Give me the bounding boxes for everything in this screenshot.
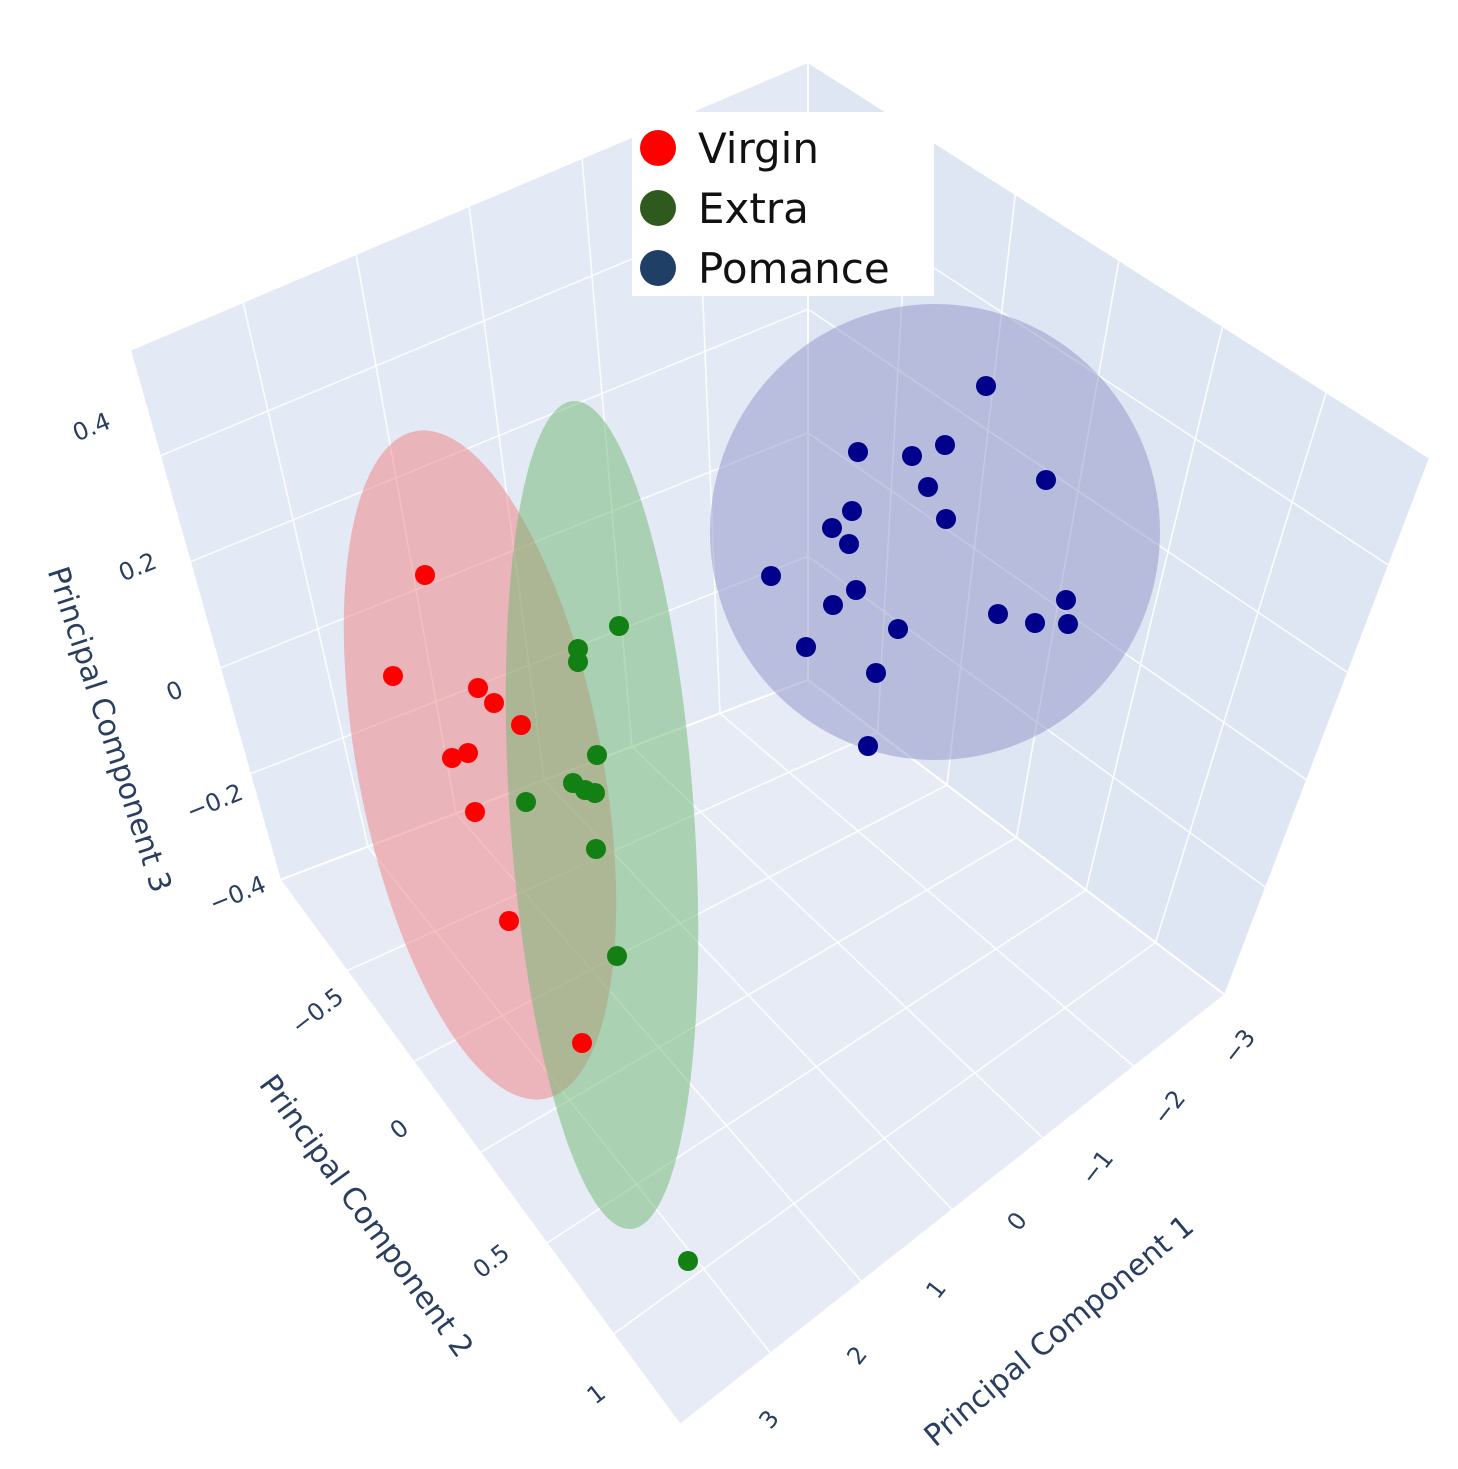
point-pomance (858, 736, 878, 756)
point-extra (586, 839, 606, 859)
point-virgin (511, 715, 531, 735)
point-extra (585, 783, 605, 803)
tick-label-pc1: 2 (841, 1341, 872, 1370)
tick-label-pc2: 0.5 (468, 1238, 515, 1284)
point-pomance (846, 580, 866, 600)
point-pomance (902, 446, 922, 466)
point-pomance (848, 442, 868, 462)
legend-label: Virgin (698, 123, 819, 173)
point-virgin (499, 911, 519, 931)
tick-label-pc1: 3 (753, 1405, 784, 1434)
tick-label-pc2: −0.5 (286, 982, 349, 1040)
grid-line (1154, 391, 1328, 943)
point-pomance (935, 435, 955, 455)
point-virgin (442, 748, 462, 768)
point-virgin (484, 693, 504, 713)
legend-marker (640, 250, 676, 286)
tick-label-pc2: 0 (385, 1113, 414, 1144)
point-pomance (936, 509, 956, 529)
point-virgin (458, 743, 478, 763)
point-pomance (1058, 614, 1078, 634)
legend-label: Pomance (698, 243, 890, 293)
legend-marker (640, 190, 676, 226)
cluster-ellipses (343, 304, 1160, 1230)
legend[interactable]: Virgin Extra Pomance (632, 112, 934, 296)
tick-label-pc1: 0 (1001, 1207, 1032, 1236)
tick-label-pc3: −0.2 (182, 778, 247, 826)
point-extra (678, 1251, 698, 1271)
tick-label-pc1: −1 (1075, 1145, 1119, 1190)
point-virgin (465, 802, 485, 822)
point-pomance (1036, 470, 1056, 490)
axis-title-pc3: Principal Component 3 (40, 563, 178, 897)
point-virgin (415, 565, 435, 585)
tick-label-pc3: 0.4 (69, 407, 115, 447)
point-pomance (888, 619, 908, 639)
grid-line (631, 746, 1044, 1139)
tick-label-pc1: −2 (1147, 1085, 1191, 1130)
point-pomance (839, 534, 859, 554)
tick-label-pc3: 0.2 (115, 547, 161, 587)
point-pomance (866, 663, 886, 683)
point-pomance (988, 604, 1008, 624)
point-pomance (1025, 613, 1045, 633)
legend-item-extra[interactable]: Extra (640, 178, 934, 238)
tick-label-pc1: 1 (920, 1275, 951, 1304)
grid-line (1085, 325, 1224, 891)
point-virgin (468, 678, 488, 698)
point-pomance (1056, 590, 1076, 610)
legend-item-virgin[interactable]: Virgin (640, 118, 934, 178)
ellipse-extra (505, 400, 699, 1230)
point-extra (568, 652, 588, 672)
data-points (383, 376, 1078, 1271)
tick-label-pc3: 0 (162, 675, 187, 707)
ellipse-pomance (710, 304, 1160, 760)
tick-label-pc1: −3 (1217, 1024, 1261, 1069)
tick-label-pc3: −0.4 (205, 870, 270, 918)
legend-item-pomance[interactable]: Pomance (640, 238, 934, 298)
point-pomance (796, 637, 816, 657)
grid-line (189, 308, 809, 563)
point-virgin (383, 666, 403, 686)
point-pomance (918, 477, 938, 497)
axis-title-pc2: Principal Component 2 (252, 1069, 480, 1365)
legend-marker (640, 130, 676, 166)
point-virgin (572, 1033, 592, 1053)
axis-title-pc1: Principal Component 1 (918, 1208, 1201, 1453)
point-extra (516, 792, 536, 812)
point-pomance (761, 566, 781, 586)
point-pomance (976, 376, 996, 396)
point-extra (607, 946, 627, 966)
point-extra (609, 616, 629, 636)
point-pomance (823, 595, 843, 615)
point-extra (587, 745, 607, 765)
point-pomance (822, 518, 842, 538)
grid-line (719, 712, 1135, 1068)
point-pomance (842, 501, 862, 521)
grid-line (242, 301, 369, 847)
legend-label: Extra (698, 183, 809, 233)
tick-label-pc2: 1 (582, 1378, 611, 1409)
